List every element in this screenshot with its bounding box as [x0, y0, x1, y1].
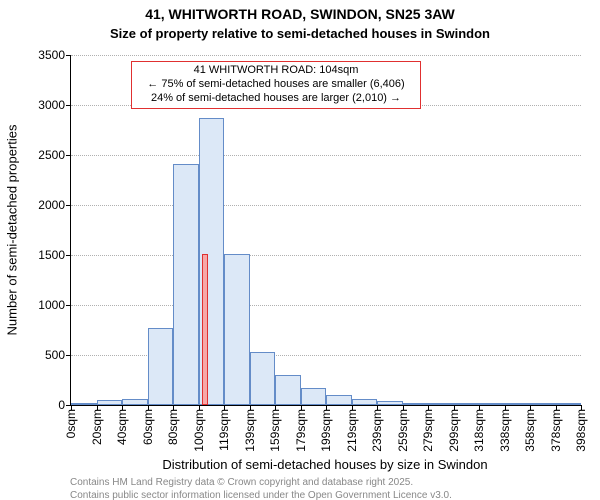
- histogram-bar: [326, 395, 352, 405]
- y-tick-label: 1500: [38, 248, 71, 262]
- gridline: [71, 155, 581, 156]
- x-tick-label: 80sqm: [166, 405, 180, 445]
- y-tick-label: 2500: [38, 148, 71, 162]
- x-tick-label: 139sqm: [243, 405, 257, 452]
- y-tick-label: 3500: [38, 48, 71, 62]
- y-tick-label: 2000: [38, 198, 71, 212]
- annotation-box: 41 WHITWORTH ROAD: 104sqm ← 75% of semi-…: [131, 61, 421, 109]
- x-tick-label: 119sqm: [217, 405, 231, 451]
- x-tick-label: 40sqm: [115, 405, 129, 445]
- annotation-line-2: ← 75% of semi-detached houses are smalle…: [136, 78, 416, 92]
- highlight-marker: [202, 254, 208, 405]
- x-tick-label: 159sqm: [268, 405, 282, 452]
- x-tick-label: 338sqm: [498, 405, 512, 452]
- annotation-line-1: 41 WHITWORTH ROAD: 104sqm: [136, 64, 416, 78]
- chart-container: 41, WHITWORTH ROAD, SWINDON, SN25 3AW Si…: [0, 0, 600, 500]
- x-tick-label: 100sqm: [192, 405, 206, 452]
- y-tick-label: 3000: [38, 98, 71, 112]
- footer-line-1: Contains HM Land Registry data © Crown c…: [70, 477, 413, 488]
- x-tick-label: 0sqm: [64, 405, 78, 438]
- x-tick-label: 199sqm: [319, 405, 333, 452]
- x-tick-label: 318sqm: [472, 405, 486, 452]
- chart-title: 41, WHITWORTH ROAD, SWINDON, SN25 3AW: [0, 6, 600, 22]
- histogram-bar: [250, 352, 276, 405]
- x-tick-label: 398sqm: [574, 405, 588, 452]
- gridline: [71, 55, 581, 56]
- x-tick-label: 60sqm: [141, 405, 155, 445]
- histogram-bar: [301, 388, 327, 405]
- x-tick-label: 358sqm: [523, 405, 537, 452]
- x-tick-label: 299sqm: [447, 405, 461, 452]
- histogram-bar: [148, 328, 174, 405]
- x-tick-label: 378sqm: [549, 405, 563, 452]
- x-tick-label: 219sqm: [345, 405, 359, 452]
- x-axis-title: Distribution of semi-detached houses by …: [70, 457, 580, 472]
- annotation-line-3: 24% of semi-detached houses are larger (…: [136, 92, 416, 106]
- chart-subtitle: Size of property relative to semi-detach…: [0, 26, 600, 41]
- y-tick-label: 1000: [38, 298, 71, 312]
- plot-area: 05001000150020002500300035000sqm20sqm40s…: [70, 55, 581, 406]
- y-axis-title: Number of semi-detached properties: [5, 125, 20, 336]
- y-tick-label: 500: [45, 348, 71, 362]
- x-tick-label: 259sqm: [396, 405, 410, 452]
- x-tick-label: 239sqm: [370, 405, 384, 452]
- gridline: [71, 255, 581, 256]
- x-tick-label: 279sqm: [421, 405, 435, 452]
- x-tick-label: 20sqm: [90, 405, 104, 445]
- gridline: [71, 305, 581, 306]
- histogram-bar: [275, 375, 301, 405]
- footer-line-2: Contains public sector information licen…: [70, 490, 452, 500]
- histogram-bar: [224, 254, 250, 405]
- gridline: [71, 205, 581, 206]
- x-tick-label: 179sqm: [294, 405, 308, 452]
- histogram-bar: [173, 164, 199, 405]
